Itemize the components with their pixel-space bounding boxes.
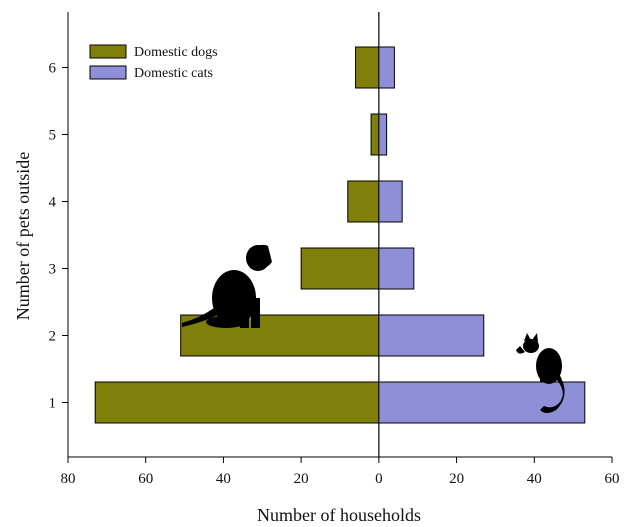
y-tick-label: 1 (49, 396, 57, 412)
x-axis-title: Number of households (257, 505, 421, 525)
cat-silhouette-icon (516, 333, 565, 413)
dog-silhouette-icon (182, 244, 272, 328)
bars-group (94, 46, 586, 424)
bar-dogs-5 (370, 113, 380, 156)
x-tick-label: 40 (216, 471, 231, 487)
x-tick-label: 60 (605, 471, 620, 487)
x-tick-label: 80 (61, 471, 76, 487)
y-tick-label: 2 (49, 329, 57, 345)
x-ticks-group: 80 60 40 20 0 20 40 60 (61, 457, 620, 487)
x-tick-label: 40 (527, 471, 542, 487)
x-tick-label: 60 (138, 471, 153, 487)
y-ticks-group: 1 2 3 4 5 6 (49, 61, 68, 412)
bar-dogs-1 (94, 381, 380, 424)
bar-cats-3 (378, 247, 415, 290)
plot-frame (67, 12, 612, 458)
bar-dogs-4 (347, 180, 380, 223)
bar-dogs-3 (300, 247, 380, 290)
bar-cats-1 (378, 381, 586, 424)
legend: Domestic dogs Domestic cats (89, 44, 218, 81)
legend-label-cats: Domestic cats (134, 66, 213, 81)
legend-swatch-dogs (89, 44, 127, 59)
bar-dogs-6 (355, 46, 380, 89)
bar-cats-2 (378, 314, 485, 357)
bar-cats-4 (378, 180, 403, 223)
y-tick-label: 5 (49, 128, 57, 144)
bar-cats-5 (378, 113, 388, 156)
x-tick-label: 0 (375, 471, 383, 487)
x-tick-label: 20 (449, 471, 464, 487)
x-tick-label: 20 (294, 471, 309, 487)
bar-cats-6 (378, 46, 395, 89)
y-tick-label: 6 (49, 61, 57, 77)
y-tick-label: 3 (49, 262, 57, 278)
y-axis-title: Number of pets outside (13, 152, 33, 320)
legend-swatch-cats (89, 65, 127, 80)
legend-label-dogs: Domestic dogs (134, 45, 218, 60)
y-tick-label: 4 (49, 195, 57, 211)
